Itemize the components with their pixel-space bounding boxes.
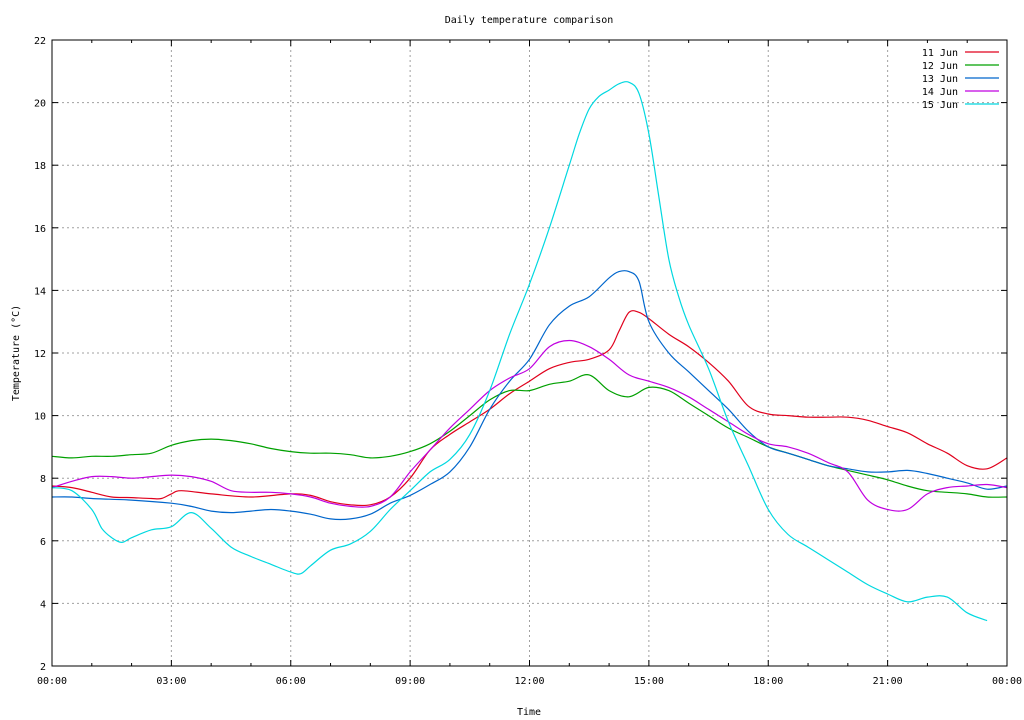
series-line-1 — [51, 310, 1008, 507]
y-tick-label: 14 — [34, 286, 46, 297]
series-line-5 — [51, 81, 988, 622]
x-axis-label: Time — [517, 707, 541, 718]
y-tick-label: 22 — [34, 36, 46, 47]
y-tick-label: 12 — [34, 349, 46, 360]
x-tick-label: 21:00 — [873, 676, 903, 687]
series-lines — [51, 81, 1008, 622]
grid-lines — [52, 40, 1007, 666]
x-tick-label: 09:00 — [395, 676, 425, 687]
x-tick-label: 03:00 — [156, 676, 186, 687]
series-line-3 — [51, 270, 1008, 521]
x-tick-label: 00:00 — [37, 676, 67, 687]
y-tick-label: 20 — [34, 99, 46, 110]
y-axis-tick-labels: 2 4 6 8 10 12 14 16 18 20 22 — [34, 36, 46, 673]
legend-label: 14 Jun — [922, 87, 958, 98]
legend-label: 15 Jun — [922, 100, 958, 111]
y-tick-label: 8 — [40, 474, 46, 485]
y-tick-label: 10 — [34, 412, 46, 423]
series-line-4 — [51, 339, 1008, 512]
x-axis-tick-labels: 00:00 03:00 06:00 09:00 12:00 15:00 18:00 21:00… — [37, 676, 1022, 687]
legend: 11 Jun 12 Jun 13 Jun 14 Jun 15 Jun — [922, 48, 999, 111]
y-tick-label: 6 — [40, 537, 46, 548]
x-tick-label: 15:00 — [634, 676, 664, 687]
axis-ticks — [51, 39, 1008, 667]
y-tick-label: 2 — [40, 662, 46, 673]
series-line-2 — [51, 374, 1008, 498]
y-axis-label: Temperature (°C) — [11, 305, 22, 401]
x-tick-label: 00:00 — [992, 676, 1022, 687]
legend-label: 11 Jun — [922, 48, 958, 59]
x-tick-label: 06:00 — [276, 676, 306, 687]
x-tick-label: 12:00 — [514, 676, 544, 687]
legend-label: 12 Jun — [922, 61, 958, 72]
y-tick-label: 4 — [40, 599, 46, 610]
x-tick-label: 18:00 — [753, 676, 783, 687]
y-tick-label: 16 — [34, 224, 46, 235]
legend-label: 13 Jun — [922, 74, 958, 85]
y-tick-label: 18 — [34, 161, 46, 172]
chart-title: Daily temperature comparison — [445, 15, 614, 26]
